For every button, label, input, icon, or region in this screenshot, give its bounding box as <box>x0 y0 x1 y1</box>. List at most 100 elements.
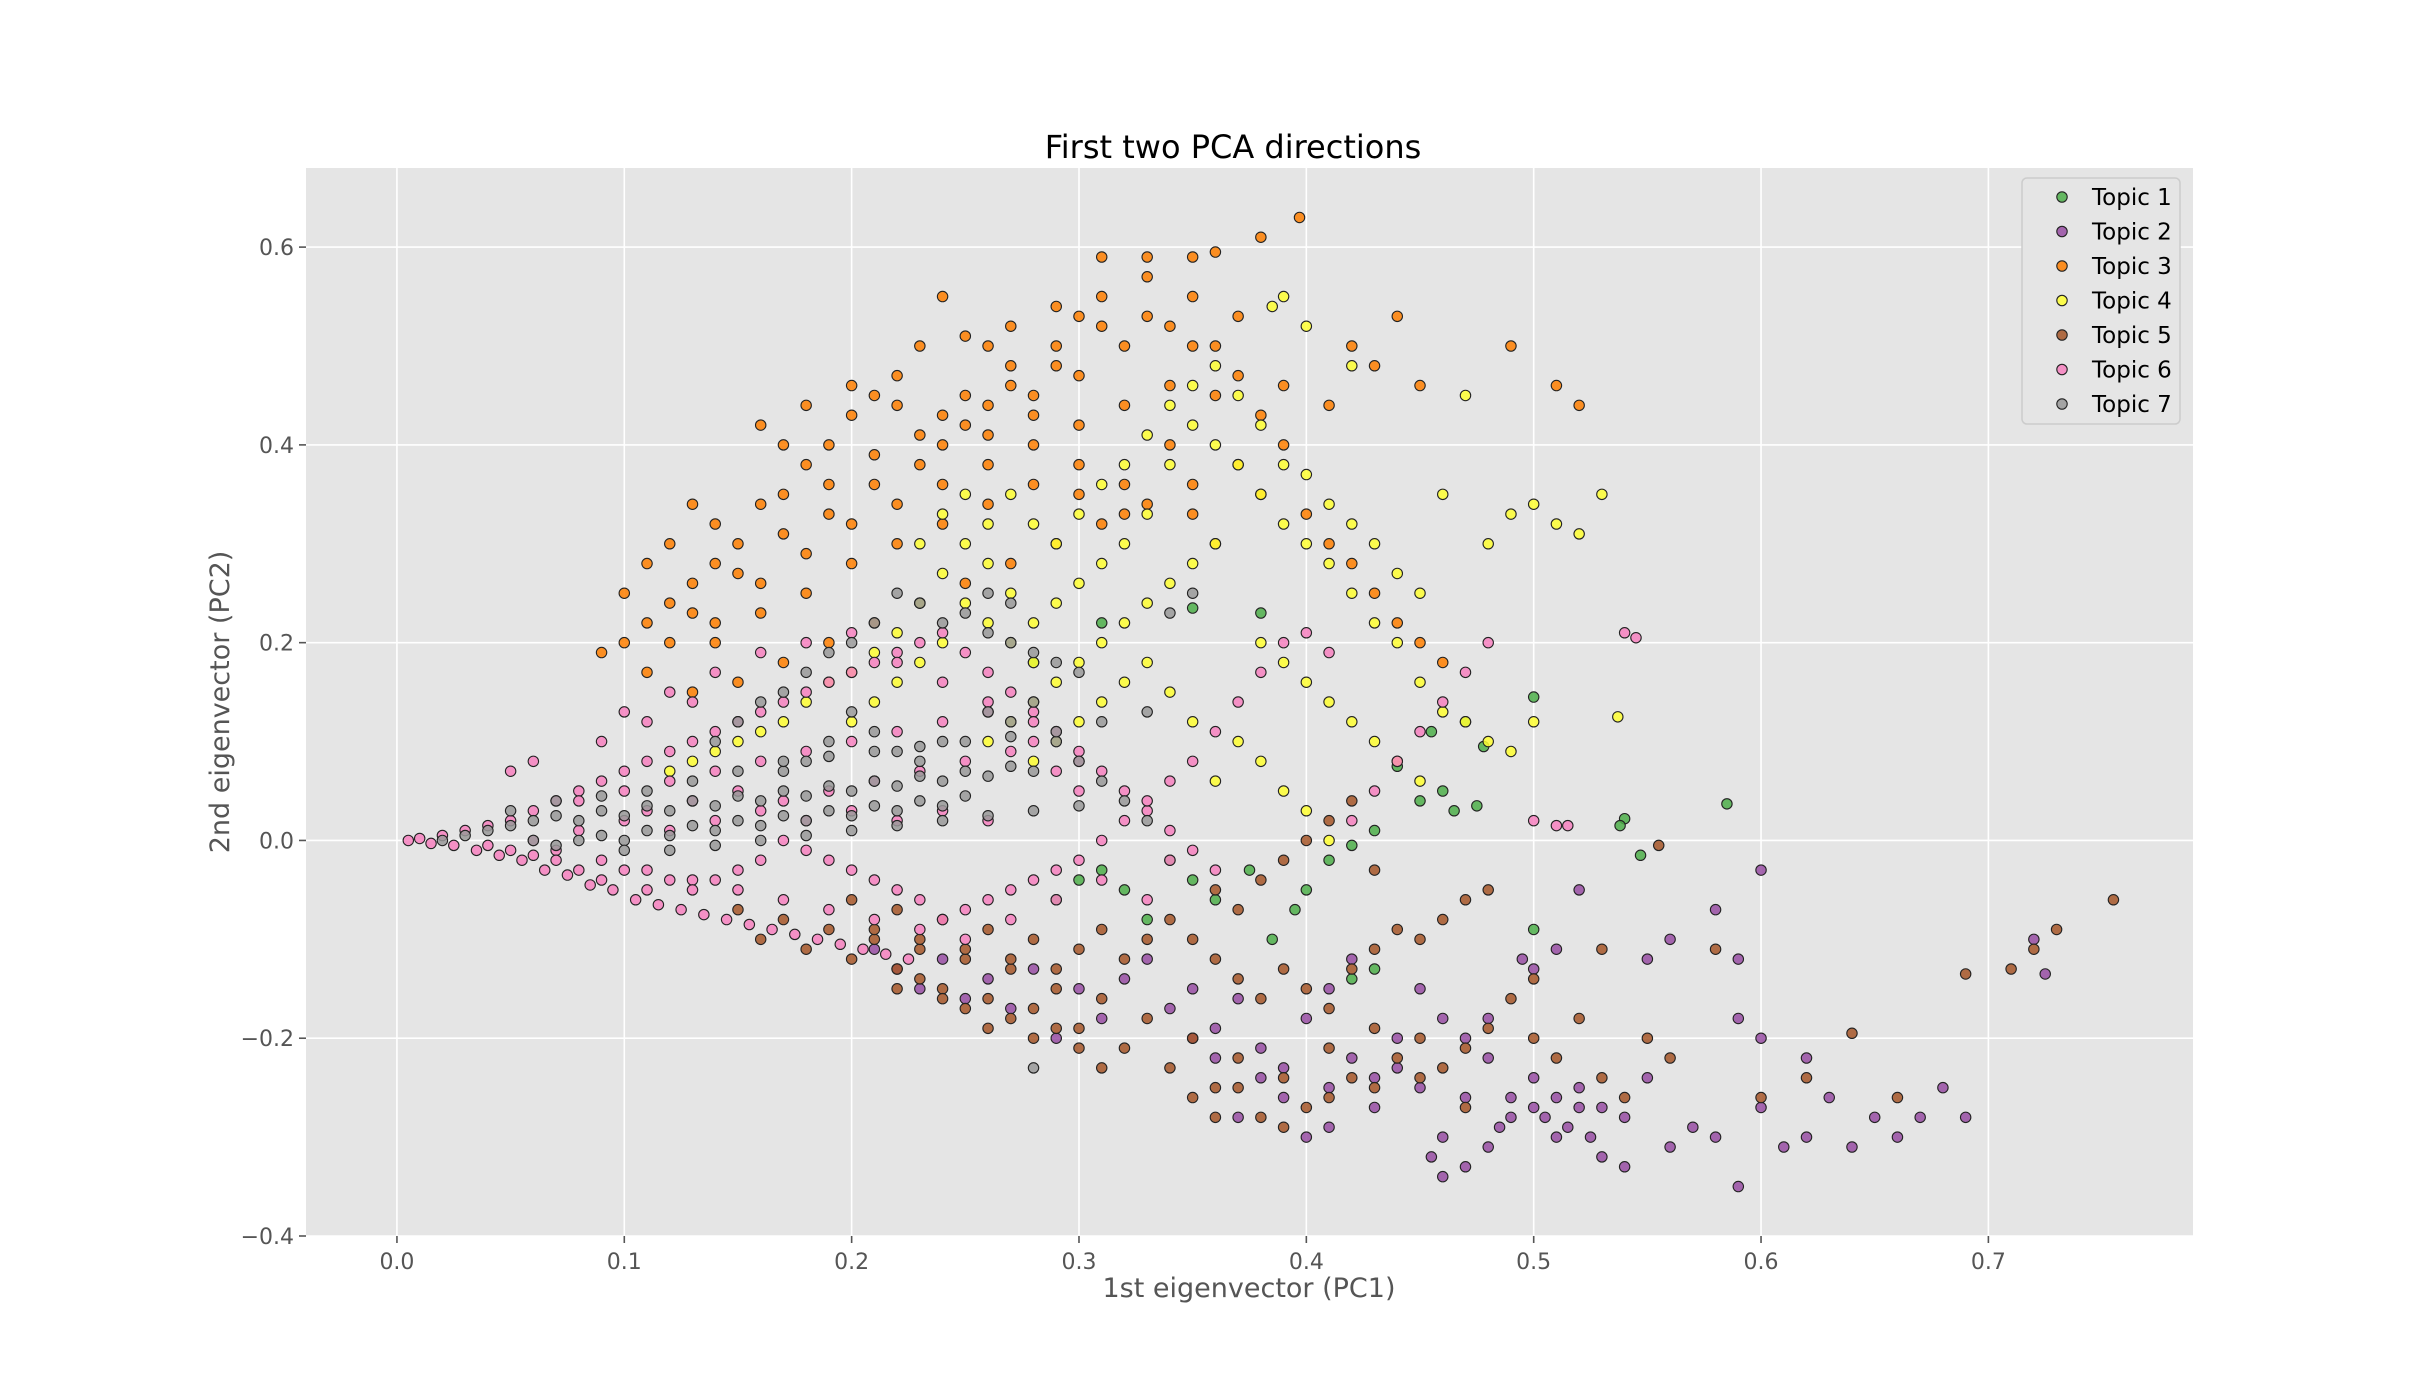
scatter-point <box>1164 399 1176 412</box>
scatter-point <box>2028 933 2040 946</box>
scatter-point <box>1118 785 1131 797</box>
scatter-point <box>1232 992 1244 1005</box>
scatter-point <box>664 597 676 609</box>
scatter-point <box>1959 968 1972 980</box>
scatter-point <box>1391 1062 1404 1074</box>
scatter-point <box>982 706 994 718</box>
scatter-point <box>1073 854 1085 866</box>
scatter-point <box>1005 884 1017 896</box>
y-tick-label: 0.0 <box>259 829 294 854</box>
scatter-point <box>1436 706 1449 718</box>
scatter-point <box>959 330 972 342</box>
scatter-point <box>1186 290 1199 303</box>
scatter-point <box>1243 864 1256 876</box>
scatter-point <box>936 735 949 748</box>
scatter-point <box>1027 1002 1040 1015</box>
scatter-point <box>504 844 517 857</box>
scatter-point <box>1391 923 1404 936</box>
scatter-point <box>1634 849 1647 862</box>
scatter-point <box>754 725 767 738</box>
scatter-point <box>1436 488 1449 501</box>
scatter-point <box>1005 730 1017 743</box>
scatter-point <box>777 765 790 777</box>
scatter-point <box>2107 894 2120 906</box>
scatter-point <box>800 745 812 758</box>
scatter-point <box>1618 1111 1631 1124</box>
scatter-point <box>845 809 858 822</box>
scatter-point <box>936 636 949 649</box>
scatter-point <box>1368 538 1381 550</box>
scatter-point <box>823 780 835 792</box>
scatter-point <box>868 745 881 758</box>
scatter-point <box>686 795 699 807</box>
scatter-point <box>868 656 881 669</box>
scatter-point <box>1005 360 1017 372</box>
scatter-point <box>1293 211 1306 224</box>
scatter-point <box>641 884 653 896</box>
scatter-point <box>891 646 903 659</box>
scatter-point <box>1232 369 1244 382</box>
scatter-point <box>686 686 699 698</box>
scatter-point <box>891 745 903 758</box>
scatter-point <box>811 933 824 946</box>
scatter-point <box>1255 419 1267 431</box>
scatter-point <box>891 903 903 916</box>
scatter-point <box>1346 795 1358 807</box>
scatter-point <box>709 666 721 679</box>
scatter-point <box>641 617 653 629</box>
scatter-point <box>1027 706 1040 718</box>
scatter-point <box>1277 290 1290 303</box>
scatter-point <box>777 439 790 451</box>
scatter-point <box>754 805 767 817</box>
scatter-point <box>936 518 949 530</box>
scatter-point <box>436 834 449 847</box>
scatter-point <box>868 775 881 787</box>
scatter-point <box>1368 943 1381 955</box>
scatter-point <box>1277 636 1290 649</box>
scatter-point <box>1027 478 1040 491</box>
scatter-point <box>1368 1081 1381 1094</box>
scatter-point <box>1255 636 1267 649</box>
scatter-point <box>686 696 699 708</box>
scatter-point <box>800 458 812 471</box>
scatter-point <box>1232 1052 1244 1064</box>
scatter-point <box>595 829 608 842</box>
scatter-point <box>1425 1151 1438 1163</box>
scatter-point <box>1459 666 1472 679</box>
scatter-point <box>1277 854 1290 866</box>
scatter-point <box>823 636 835 649</box>
scatter-point <box>1005 963 1017 975</box>
scatter-point <box>1562 819 1574 832</box>
scatter-point <box>982 770 994 782</box>
scatter-point <box>504 765 517 777</box>
scatter-point <box>573 824 585 837</box>
scatter-point <box>1255 607 1267 619</box>
scatter-point <box>675 903 687 916</box>
scatter-point <box>823 735 835 748</box>
scatter-point <box>754 819 767 832</box>
scatter-point <box>1277 518 1290 530</box>
scatter-point <box>1323 646 1335 659</box>
scatter-point <box>1414 983 1426 995</box>
scatter-point <box>891 538 903 550</box>
legend-marker <box>2056 329 2068 341</box>
scatter-point <box>584 879 596 891</box>
scatter-point <box>2005 963 2017 975</box>
scatter-point <box>2039 968 2051 980</box>
scatter-point <box>754 419 767 431</box>
scatter-point <box>1118 508 1131 520</box>
legend-marker <box>2056 225 2068 238</box>
scatter-point <box>527 849 540 862</box>
series-3 <box>595 211 1585 698</box>
scatter-point <box>1141 429 1153 441</box>
scatter-point <box>686 755 699 768</box>
scatter-point <box>595 790 608 802</box>
scatter-point <box>845 627 858 639</box>
scatter-point <box>1709 1131 1722 1143</box>
scatter-point <box>1527 923 1540 936</box>
scatter-point <box>1255 1042 1267 1054</box>
scatter-point <box>1368 1022 1381 1035</box>
scatter-point <box>1414 795 1426 807</box>
scatter-point <box>618 844 631 857</box>
scatter-point <box>641 557 653 570</box>
